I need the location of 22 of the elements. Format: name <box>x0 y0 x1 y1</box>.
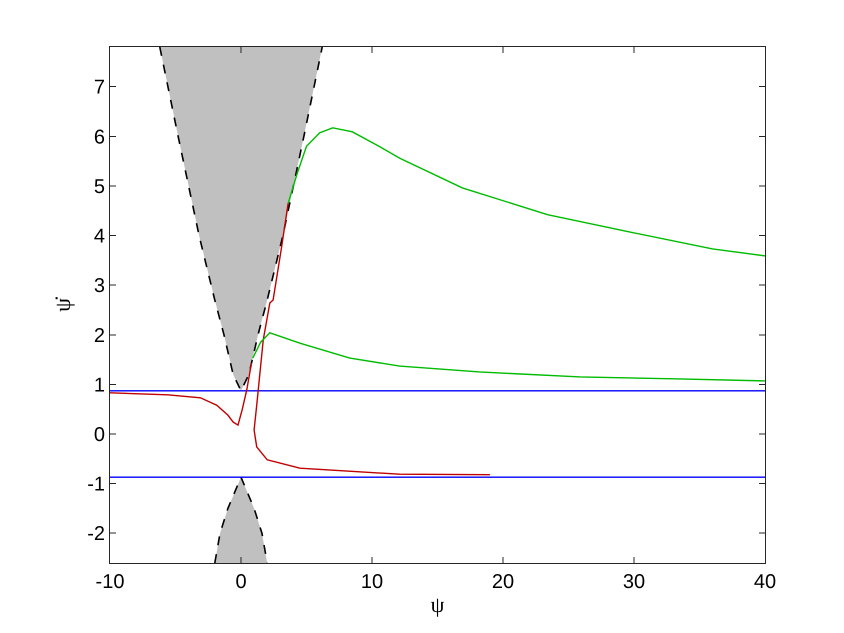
x-axis-title: ψ <box>430 592 445 617</box>
line-series <box>110 362 252 426</box>
line-series <box>252 332 765 382</box>
x-tick-label: 20 <box>492 571 514 593</box>
y-tick-label: 5 <box>94 176 105 198</box>
line-series <box>287 127 765 257</box>
y-tick-label: 0 <box>94 424 105 446</box>
y-tick-label: 1 <box>94 374 105 396</box>
y-tick-label: -2 <box>87 523 105 546</box>
x-tick-label: 0 <box>235 571 247 593</box>
x-tick-label: 30 <box>622 571 646 593</box>
x-tick-label: 10 <box>360 571 384 593</box>
y-axis-title: ψ̇ <box>50 296 76 312</box>
y-tick-label: 2 <box>94 324 105 347</box>
x-tick-label: -10 <box>96 571 124 593</box>
line-series <box>253 202 491 476</box>
y-tick-label: 4 <box>94 226 105 248</box>
y-tick-label: 3 <box>94 275 105 298</box>
x-tick-label: 40 <box>754 571 776 593</box>
y-tick-label: 7 <box>94 76 105 99</box>
y-tick-label: 6 <box>94 126 105 148</box>
y-tick-label: -1 <box>87 474 105 496</box>
